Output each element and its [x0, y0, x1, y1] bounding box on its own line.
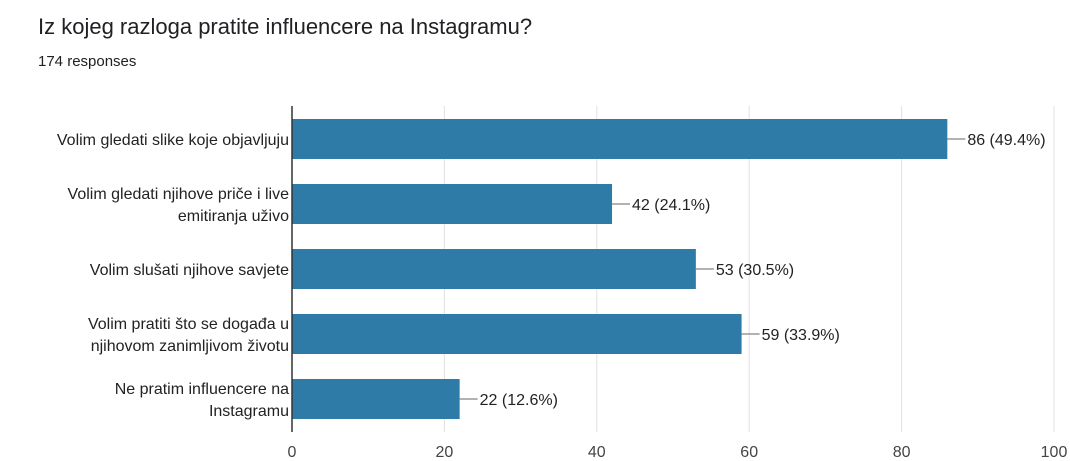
axes: 0 20 40 60 80 100	[288, 106, 1068, 461]
chart-title: Iz kojeg razloga pratite influencere na …	[38, 14, 533, 39]
category-label: Volim gledati njihove priče i live emitir…	[68, 186, 290, 225]
category-label-line: Volim pratiti što se događa u	[88, 316, 289, 333]
data-label: 86 (49.4%)	[967, 132, 1045, 149]
category-label: Volim pratiti što se događa u njihovom za…	[88, 316, 289, 355]
x-tick-label: 0	[288, 444, 297, 461]
category-label-line: njihovom zanimljivom životu	[91, 338, 289, 355]
labels: 86 (49.4%) Volim gledati slike koje objav…	[57, 132, 1046, 420]
bar	[292, 379, 460, 419]
x-tick-label: 60	[740, 444, 758, 461]
category-label-line: Volim slušati njihove savjete	[90, 262, 289, 279]
category-label-line: Volim gledati slike koje objavljuju	[57, 132, 289, 149]
x-tick-label: 40	[588, 444, 606, 461]
category-label-line: Volim gledati njihove priče i live	[68, 186, 290, 203]
category-label: Volim slušati njihove savjete	[90, 262, 289, 279]
category-label: Volim gledati slike koje objavljuju	[57, 132, 289, 149]
data-label: 59 (33.9%)	[762, 327, 840, 344]
x-tick-label: 20	[436, 444, 454, 461]
category-label-line: Instagramu	[209, 403, 289, 420]
category-label: Ne pratim influencere na Instagramu	[115, 381, 289, 420]
bar	[292, 314, 742, 354]
category-label-line: Ne pratim influencere na	[115, 381, 289, 398]
x-tick-label: 100	[1041, 444, 1068, 461]
data-label: 22 (12.6%)	[480, 392, 558, 409]
bar	[292, 249, 696, 289]
bars	[292, 119, 948, 419]
x-tick-label: 80	[893, 444, 911, 461]
data-label: 42 (24.1%)	[632, 197, 710, 214]
data-label: 53 (30.5%)	[716, 262, 794, 279]
bar	[292, 184, 613, 224]
category-label-line: emitiranja uživo	[178, 208, 289, 225]
response-count: 174 responses	[38, 53, 137, 70]
bar	[292, 119, 948, 159]
